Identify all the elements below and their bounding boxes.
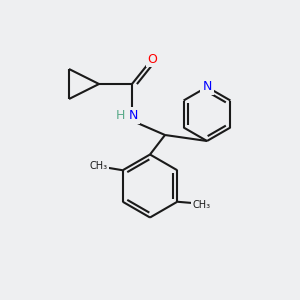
Text: N: N [202, 80, 212, 94]
Text: N: N [129, 109, 138, 122]
Text: O: O [148, 52, 157, 66]
Text: CH₃: CH₃ [193, 200, 211, 210]
Text: H: H [116, 109, 125, 122]
Text: CH₃: CH₃ [89, 161, 107, 171]
